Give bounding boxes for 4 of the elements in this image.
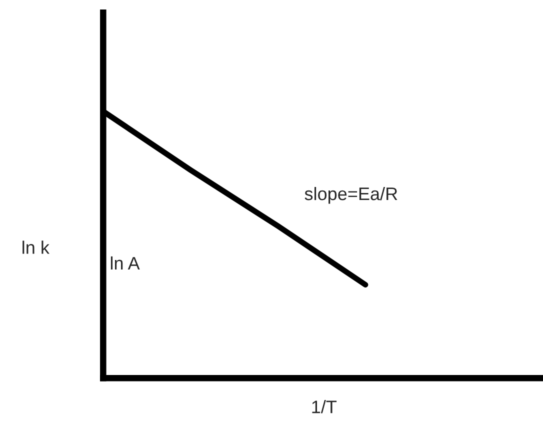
annotation: ln A [110, 256, 140, 270]
x-axis-title: 1/T [312, 400, 337, 414]
annotation: slope=Ea/R [304, 186, 398, 204]
y-axis-title: ln k [22, 240, 50, 254]
